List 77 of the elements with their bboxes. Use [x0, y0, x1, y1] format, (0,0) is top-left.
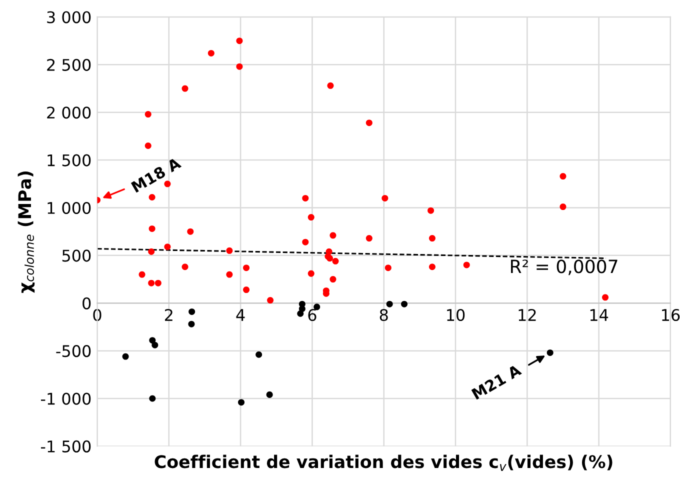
point	[266, 391, 273, 398]
point	[463, 262, 470, 268]
point	[148, 248, 155, 255]
y-tick-label: 1 000	[48, 202, 91, 214]
point	[332, 258, 339, 264]
point	[188, 308, 196, 315]
x-tick-label: 0	[93, 308, 102, 322]
y-tick-label: 0	[82, 297, 91, 310]
annotation: M18 A	[130, 156, 182, 193]
annotation: R² = 0,0007	[511, 260, 618, 276]
point	[226, 271, 233, 278]
point	[428, 264, 436, 270]
point	[243, 286, 250, 294]
x-tick-label: 8	[380, 308, 388, 322]
x-tick-label: 16	[662, 308, 680, 322]
point	[149, 337, 156, 344]
point	[560, 204, 566, 210]
point	[546, 349, 554, 356]
point	[366, 235, 372, 242]
point	[226, 247, 233, 254]
x-tick-label: 14	[590, 309, 608, 321]
point	[243, 264, 250, 272]
point	[182, 85, 188, 92]
point	[149, 395, 156, 402]
x-tick-label: 4	[236, 309, 245, 321]
point	[308, 270, 314, 277]
point	[152, 342, 158, 348]
point	[144, 142, 152, 149]
point	[384, 264, 392, 272]
y-tick-label: 2 000	[47, 106, 91, 119]
point	[256, 351, 262, 358]
y-tick-label: -1 000	[40, 392, 91, 405]
point	[148, 280, 155, 286]
point	[401, 300, 408, 308]
point	[330, 232, 336, 239]
point	[330, 276, 336, 283]
point	[297, 310, 304, 317]
point	[302, 238, 309, 246]
point	[188, 320, 195, 328]
x-tick-label: 6	[308, 308, 316, 322]
point	[314, 304, 320, 310]
x-tick-label: 10	[447, 308, 465, 322]
point	[602, 294, 609, 301]
x-tick-label: 2	[164, 308, 172, 321]
y-tick-label: 1 500	[48, 154, 91, 166]
point	[182, 264, 188, 270]
point	[327, 82, 334, 89]
point	[236, 63, 243, 70]
point	[144, 111, 152, 118]
point	[386, 300, 393, 308]
y-tick-label: 500	[62, 250, 91, 262]
x-tick-label: 12	[518, 308, 536, 321]
y-axis-title: χ$_{colonne}$ (MPa)	[18, 172, 35, 293]
point	[164, 244, 171, 250]
point	[148, 194, 156, 201]
point	[236, 38, 243, 44]
point	[122, 353, 129, 360]
point	[366, 120, 372, 126]
point	[428, 207, 434, 214]
y-tick-label: -500	[56, 345, 91, 358]
y-tick-label: 3 000	[47, 11, 91, 24]
y-tick-label: -1 500	[40, 440, 91, 452]
annotation: M21 A	[471, 364, 522, 400]
point	[428, 235, 436, 242]
y-tick-label: 2 500	[47, 58, 91, 71]
point	[308, 214, 314, 221]
point	[187, 228, 194, 235]
point	[148, 225, 156, 232]
point	[560, 173, 566, 180]
point	[382, 194, 388, 202]
x-axis-title: Coefficient de variation des vides c$_{v}$(vides) (%)	[154, 454, 612, 471]
point	[208, 50, 214, 56]
point	[138, 271, 146, 278]
point	[267, 297, 274, 304]
point	[238, 399, 245, 406]
point	[154, 280, 162, 286]
point	[302, 194, 309, 202]
